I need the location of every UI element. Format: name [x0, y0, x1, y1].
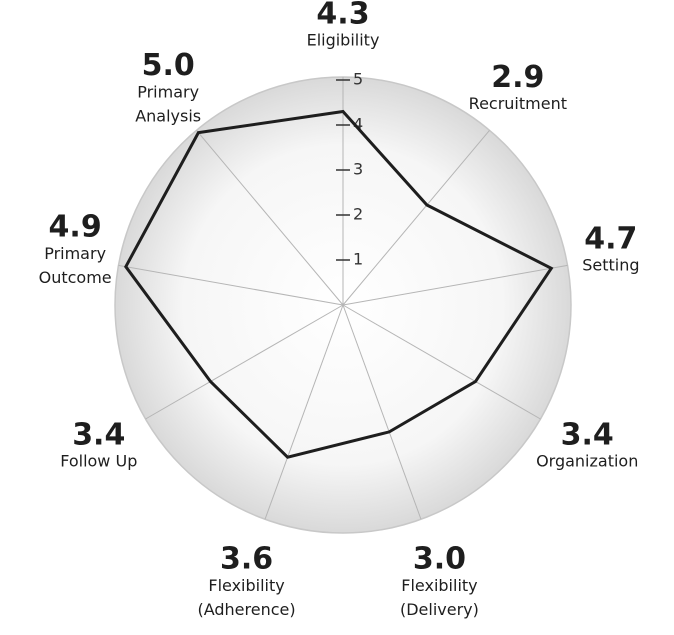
y-tick-label: 2	[353, 205, 363, 224]
value-label: 5.0	[142, 48, 195, 83]
spoke	[342, 264, 568, 306]
category-label: Recruitment	[469, 94, 567, 113]
category-label: Primary Outcome	[39, 243, 112, 286]
value-label: 3.4	[72, 418, 125, 453]
y-tick-label: 3	[353, 160, 363, 179]
category-label: Setting	[582, 255, 639, 274]
value-label: 4.7	[584, 221, 637, 256]
spoke	[342, 304, 541, 420]
spoke	[145, 304, 344, 420]
category-label: Flexibility (Adherence)	[197, 575, 295, 618]
value-label: 3.4	[561, 418, 614, 453]
y-tick-label: 1	[353, 250, 363, 269]
spoke	[196, 130, 344, 306]
y-tick-label: 4	[353, 115, 363, 134]
category-label: Flexibility (Delivery)	[400, 575, 479, 618]
spoke	[118, 264, 344, 306]
value-label: 4.9	[49, 209, 102, 244]
value-label: 3.0	[413, 541, 466, 576]
spoke	[342, 304, 422, 520]
y-tick-label: 5	[353, 70, 363, 89]
value-label: 3.6	[220, 541, 273, 576]
category-label: Organization	[536, 452, 638, 471]
value-label: 4.3	[316, 0, 369, 32]
category-label: Eligibility	[307, 31, 380, 50]
category-label: Follow Up	[60, 452, 137, 471]
category-label: Primary Analysis	[135, 82, 201, 125]
spoke	[342, 130, 490, 306]
value-label: 2.9	[491, 60, 544, 95]
spoke	[264, 304, 344, 520]
radar-line	[124, 109, 554, 459]
